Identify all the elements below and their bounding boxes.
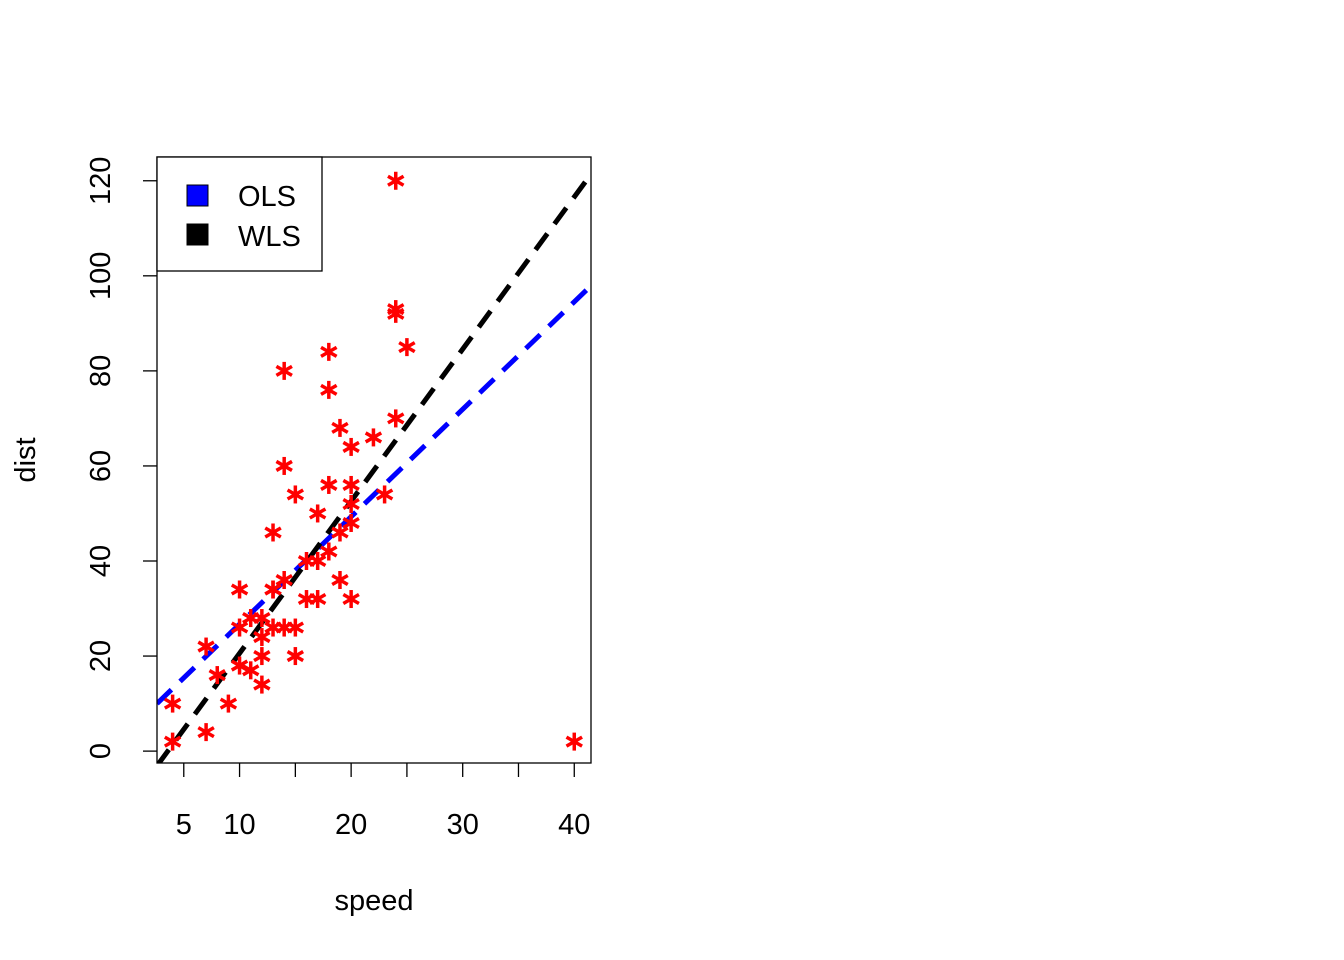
data-point: [219, 694, 238, 713]
y-tick-label: 20: [85, 640, 117, 672]
data-point: [565, 732, 583, 751]
data-point: [197, 637, 215, 656]
data-point: [342, 437, 360, 456]
data-point: [275, 618, 293, 637]
y-tick-label: 100: [85, 252, 117, 300]
legend-label-ols: OLS: [238, 181, 296, 213]
data-point: [242, 661, 260, 680]
y-tick-label: 120: [85, 157, 117, 205]
data-point: [253, 628, 271, 647]
y-tick-label: 80: [85, 355, 117, 387]
data-point: [197, 723, 215, 742]
data-point: [320, 380, 338, 399]
data-point: [230, 618, 249, 637]
y-tick-label: 40: [85, 545, 117, 577]
data-point: [264, 580, 282, 599]
x-tick-label: 5: [176, 809, 192, 841]
legend-box: [156, 156, 323, 272]
data-point: [398, 338, 416, 357]
x-tick-label: 20: [335, 809, 367, 841]
legend-label-wls: WLS: [238, 221, 301, 253]
legend-swatch-ols: [186, 184, 209, 207]
data-layer: [157, 171, 591, 763]
data-point: [297, 590, 316, 609]
data-point: [331, 571, 349, 590]
data-point: [320, 542, 338, 561]
data-point: [342, 475, 360, 494]
data-point: [387, 409, 405, 428]
data-point: [264, 523, 282, 542]
legend-swatch-wls: [186, 223, 209, 246]
data-point: [275, 456, 293, 475]
y-axis-label: dist: [10, 437, 42, 482]
x-tick-label: 10: [223, 809, 255, 841]
data-point: [375, 485, 394, 504]
data-point: [342, 513, 360, 532]
y-tick-label: 0: [85, 743, 117, 759]
data-point: [163, 732, 182, 751]
data-point: [286, 647, 305, 666]
y-tick-label: 60: [85, 450, 117, 482]
data-point: [364, 428, 383, 447]
regression-line-ols: [157, 283, 591, 706]
data-point: [342, 590, 360, 609]
x-tick-label: 30: [447, 809, 479, 841]
x-axis-label: speed: [334, 885, 413, 917]
legend: OLS WLS: [156, 156, 323, 272]
data-point: [286, 485, 305, 504]
plot-frame: [156, 156, 592, 764]
data-point: [308, 552, 327, 570]
data-point: [387, 300, 405, 319]
x-tick-label: 40: [558, 809, 590, 841]
data-point: [331, 418, 349, 437]
data-point: [331, 523, 349, 542]
regression-line-wls: [157, 172, 591, 763]
data-point: [342, 494, 360, 513]
data-point: [253, 675, 271, 694]
data-point: [253, 609, 271, 628]
data-point: [320, 342, 338, 361]
data-point: [163, 694, 182, 713]
data-point: [208, 666, 226, 685]
x-axis: 5 10 20 30 40: [176, 763, 590, 841]
data-point: [308, 590, 327, 609]
data-point: [275, 361, 293, 380]
y-axis: 0 20 40 60 80 100 120: [85, 157, 157, 759]
data-point: [275, 571, 293, 590]
data-point: [320, 475, 338, 494]
data-point: [308, 504, 327, 523]
data-point: [253, 647, 271, 666]
data-point: [286, 618, 305, 637]
data-point: [387, 171, 405, 190]
data-point: [230, 580, 249, 599]
